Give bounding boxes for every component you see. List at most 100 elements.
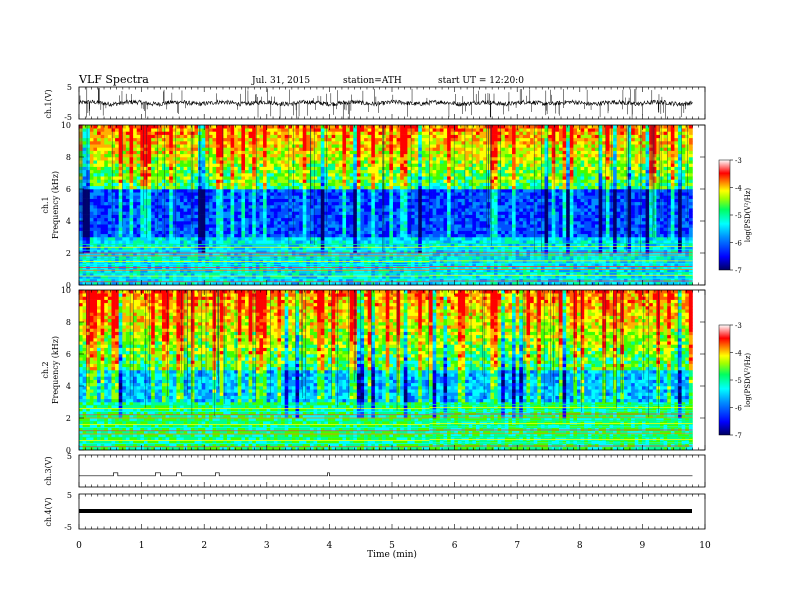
spectrogram-cell <box>241 224 246 228</box>
spectrogram-cell <box>187 147 192 151</box>
spectrogram-cell <box>172 125 177 129</box>
spectrogram-cell <box>349 237 354 241</box>
spectrogram-cell <box>270 166 275 171</box>
spectrogram-cell <box>216 182 221 187</box>
spectrogram-cell <box>165 221 170 225</box>
spectrogram-cell <box>118 221 123 225</box>
spectrogram-cell <box>299 227 304 231</box>
spectrogram-cell <box>263 153 267 158</box>
spectrogram-cell <box>107 131 112 135</box>
spectrogram-cell <box>97 166 101 171</box>
spectrogram-cell <box>104 144 109 148</box>
spectrogram-cell <box>270 125 275 129</box>
spectrogram-cell <box>147 272 152 276</box>
spectrogram-cell <box>237 214 242 219</box>
spectrogram-cell <box>338 211 343 215</box>
spectrogram-cell <box>97 173 101 177</box>
spectrogram-cell <box>111 259 116 263</box>
spectrogram-cell <box>216 141 221 145</box>
spectrogram-cell <box>180 198 184 203</box>
spectrogram-cell <box>374 205 379 209</box>
spectrogram-cell <box>259 272 264 276</box>
spectrogram-cell <box>295 189 300 193</box>
spectrogram-cell <box>295 128 300 132</box>
spectrogram-cell <box>288 189 293 193</box>
spectrogram-cell <box>183 195 188 199</box>
spectrogram-cell <box>273 275 278 279</box>
date-label: Jul. 31, 2015 <box>251 76 310 86</box>
spectrogram-cell <box>245 169 249 174</box>
spectrogram-cell <box>342 221 347 225</box>
spectrogram-cell <box>147 166 152 171</box>
spectrogram-cell <box>158 182 163 187</box>
spectrogram-cell <box>129 211 134 215</box>
spectrogram-cell <box>252 141 257 145</box>
spectrogram-cell <box>313 144 318 148</box>
spectrogram-cell <box>385 208 390 212</box>
spectrogram-cell <box>190 256 195 260</box>
spectrogram-cell <box>356 144 361 148</box>
spectrogram-cell <box>421 243 426 247</box>
spectrogram-cell <box>313 166 318 171</box>
spectrogram-cell <box>129 198 134 203</box>
spectrogram-cell <box>125 185 130 190</box>
spectrogram-cell <box>104 176 109 180</box>
spectrogram-cell <box>378 230 383 235</box>
spectrogram-cell <box>335 137 340 142</box>
spectrogram-cell <box>317 198 322 203</box>
spectrogram-cell <box>407 233 412 238</box>
spectrogram-cell <box>107 230 112 235</box>
spectrogram-cell <box>317 224 322 228</box>
spectrogram-cell <box>143 182 148 187</box>
spectrogram-cell <box>169 281 174 286</box>
spectrogram-cell <box>89 275 94 279</box>
spectrogram-cell <box>346 211 350 215</box>
spectrogram-cell <box>143 141 148 145</box>
spectrogram-cell <box>425 192 430 196</box>
spectrogram-cell <box>255 147 260 151</box>
spectrogram-cell <box>317 169 322 174</box>
spectrogram-cell <box>320 224 325 228</box>
spectrogram-cell <box>255 176 260 180</box>
spectrogram-cell <box>414 185 419 190</box>
spectrogram-cell <box>208 249 213 254</box>
spectrogram-cell <box>338 182 343 187</box>
spectrogram-cell <box>100 125 105 129</box>
spectrogram-cell <box>162 173 166 177</box>
spectrogram-cell <box>89 163 94 167</box>
spectrogram-cell <box>306 259 311 263</box>
spectrogram-cell <box>335 249 340 254</box>
spectrogram-cell <box>367 237 372 241</box>
spectrogram-cell <box>302 160 307 164</box>
spectrogram-cell <box>266 227 271 231</box>
spectrogram-cell <box>169 147 174 151</box>
spectrogram-cell <box>360 259 365 263</box>
spectrogram-cell <box>93 214 98 219</box>
spectrogram-cell <box>320 205 325 209</box>
spectrogram-cell <box>320 230 325 235</box>
spectrogram-cell <box>216 195 221 199</box>
spectrogram-cell <box>133 144 138 148</box>
spectrogram-cell <box>371 230 376 235</box>
spectrogram-cell <box>234 275 239 279</box>
spectrogram-cell <box>115 144 119 148</box>
spectrogram-cell <box>277 195 282 199</box>
spectrogram-cell <box>241 134 246 139</box>
spectrogram-cell <box>328 147 332 151</box>
spectrogram-cell <box>125 259 130 263</box>
spectrogram-cell <box>403 134 408 139</box>
spectrogram-cell <box>392 141 397 145</box>
spectrogram-cell <box>385 182 390 187</box>
spectrogram-cell <box>118 269 123 273</box>
spectrogram-cell <box>302 157 307 161</box>
spectrogram-cell <box>284 221 289 225</box>
spectrogram-cell <box>349 224 354 228</box>
spectrogram-cell <box>302 243 307 247</box>
spectrogram-cell <box>158 259 163 263</box>
spectrogram-cell <box>140 160 145 164</box>
spectrogram-cell <box>201 141 206 145</box>
spectrogram-cell <box>302 137 307 142</box>
spectrogram-cell <box>219 141 224 145</box>
spectrogram-cell <box>100 179 105 183</box>
spectrogram-cell <box>230 125 235 129</box>
